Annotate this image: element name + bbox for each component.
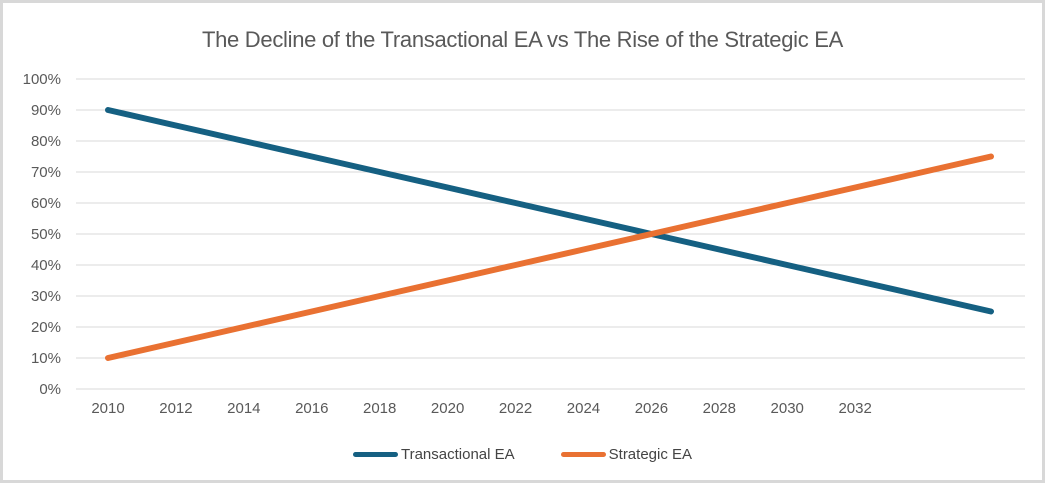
series-line-strategic-ea <box>105 153 994 361</box>
chart-title: The Decline of the Transactional EA vs T… <box>201 27 844 52</box>
y-axis-tick-label: 40% <box>31 257 61 274</box>
x-axis-tick-label: 2010 <box>91 400 124 417</box>
legend-item-strategic-ea: Strategic EA <box>560 446 693 463</box>
legend-label-transactional-ea: Transactional EA <box>400 446 515 463</box>
line-chart-plot-area: 0% 10% 20% 30% 40% 50% 60% 70% 80% 90% 100% 2010 201… <box>23 71 1025 417</box>
x-axis-tick-label: 2014 <box>227 400 260 417</box>
x-axis-tick-label: 2030 <box>771 400 804 417</box>
y-axis-tick-label: 100% <box>23 71 61 88</box>
legend-label-strategic-ea: Strategic EA <box>608 446 693 463</box>
y-axis-tick-label: 50% <box>31 226 61 243</box>
legend-line-swatch-transactional-ea-icon <box>352 452 398 457</box>
y-axis-tick-label: 0% <box>39 381 61 398</box>
y-axis-tick-label: 10% <box>31 350 61 367</box>
legend-item-transactional-ea: Transactional EA <box>352 446 515 463</box>
y-axis-tick-label: 90% <box>31 102 61 119</box>
x-axis-tick-label: 2026 <box>635 400 668 417</box>
series-line-transactional-ea <box>105 107 994 315</box>
legend-line-swatch-strategic-ea-icon <box>560 452 606 457</box>
y-axis-tick-label: 70% <box>31 164 61 181</box>
y-axis-tick-label: 60% <box>31 195 61 212</box>
x-axis-tick-label: 2022 <box>499 400 532 417</box>
y-axis-tick-label: 80% <box>31 133 61 150</box>
x-axis-tick-label: 2032 <box>838 400 871 417</box>
x-axis-tick-label: 2016 <box>295 400 328 417</box>
y-axis-tick-label: 30% <box>31 288 61 305</box>
chart-legend: Transactional EA Strategic EA <box>3 446 1042 463</box>
y-axis-tick-label: 20% <box>31 319 61 336</box>
x-axis-tick-label: 2028 <box>703 400 736 417</box>
x-axis-tick-label: 2024 <box>567 400 600 417</box>
x-axis-tick-label: 2020 <box>431 400 464 417</box>
x-axis-tick-label: 2012 <box>159 400 192 417</box>
x-axis-tick-label: 2018 <box>363 400 396 417</box>
